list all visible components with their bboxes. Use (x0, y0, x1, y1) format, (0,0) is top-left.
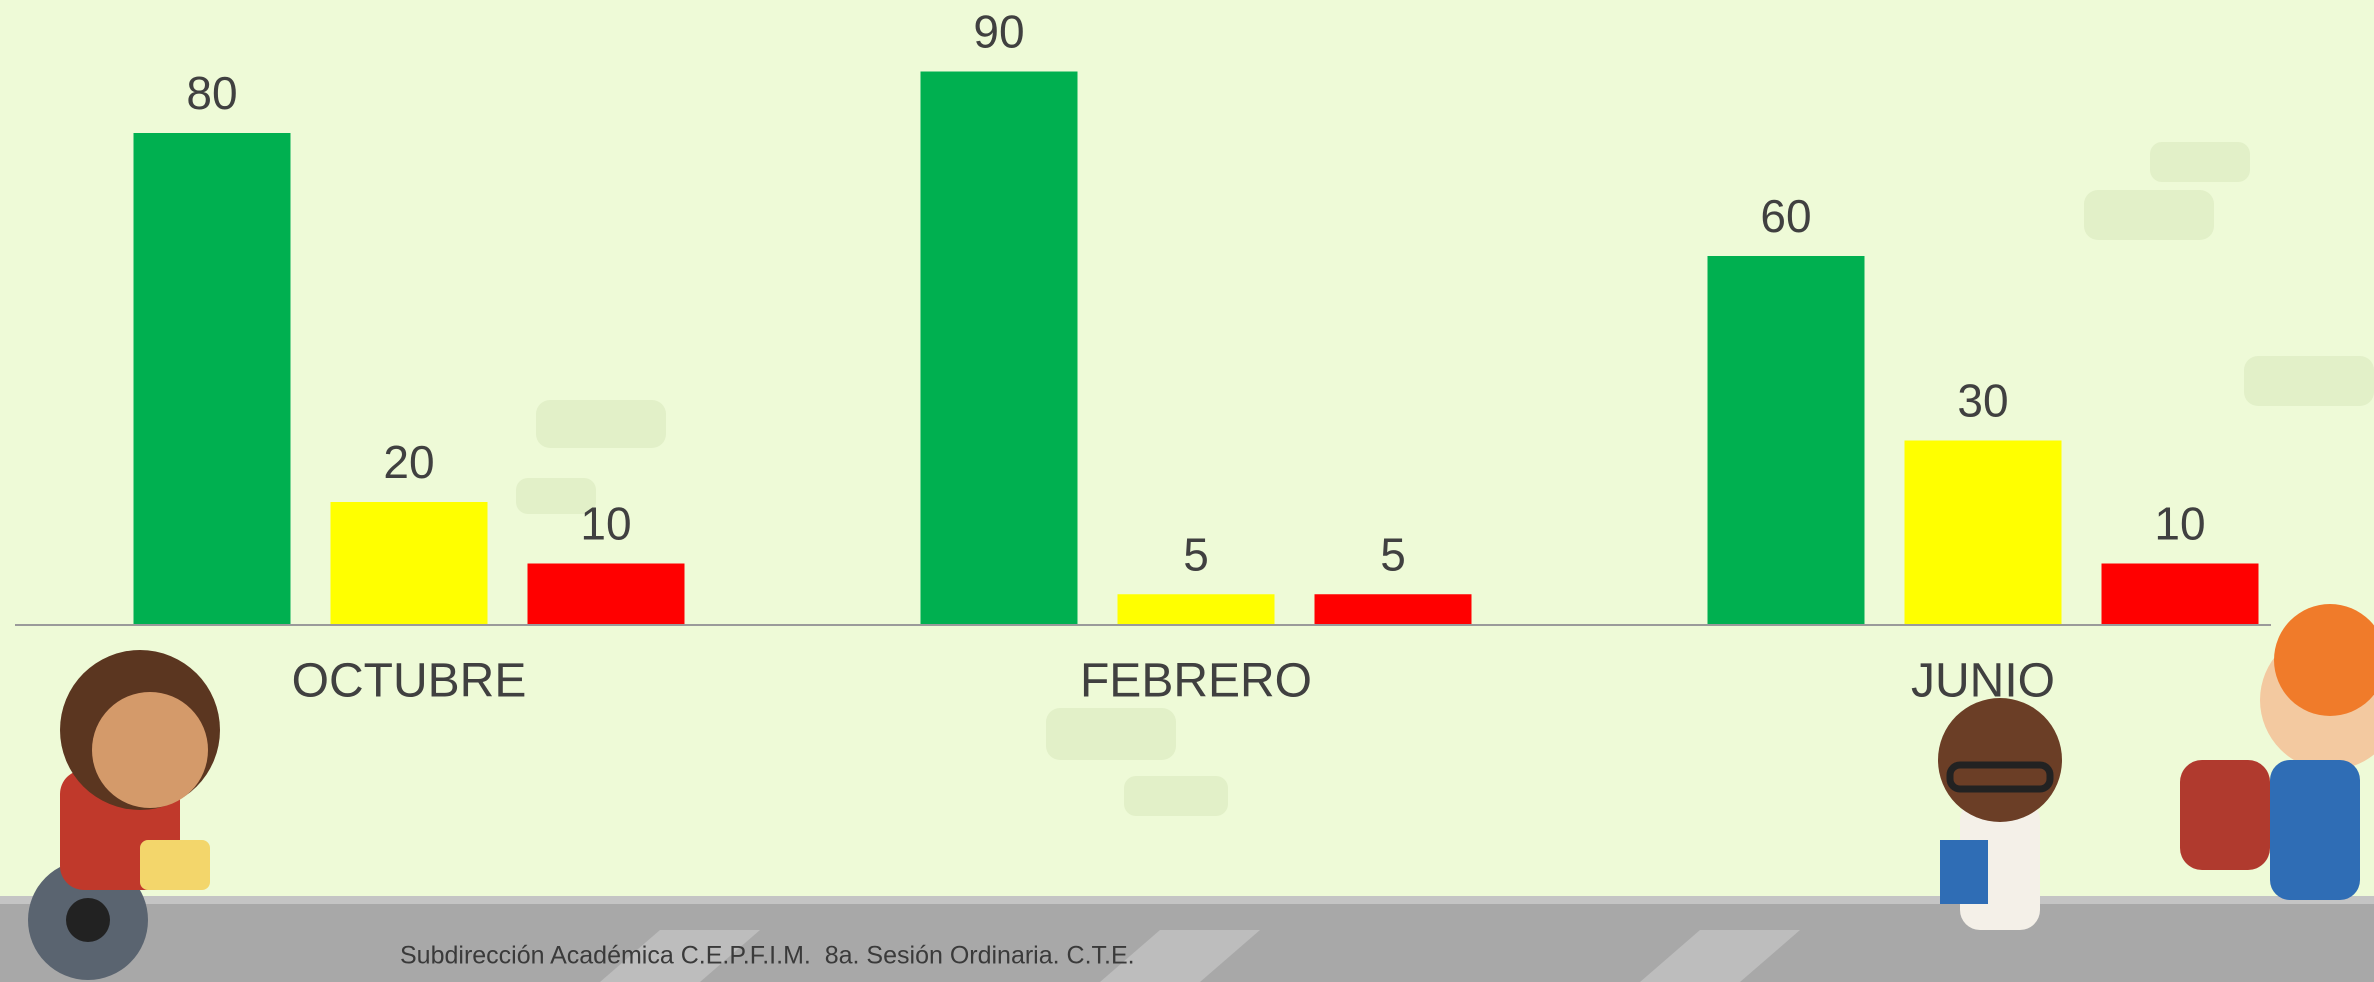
curb (0, 896, 2374, 904)
footer-text: Subdirección Académica C.E.P.F.I.M. 8a. … (400, 942, 1135, 970)
value-label: 10 (580, 498, 631, 550)
bar (920, 71, 1078, 625)
bar (1707, 256, 1865, 625)
character-middle (1938, 698, 2062, 930)
bar (1117, 594, 1275, 625)
value-label: 5 (1183, 528, 1209, 580)
bar (1904, 440, 2062, 625)
x-tick-label: OCTUBRE (292, 655, 527, 708)
value-label: 80 (186, 67, 237, 119)
value-label: 90 (973, 6, 1024, 58)
decoration (516, 142, 2374, 816)
character-left (28, 650, 220, 980)
x-tick-label: JUNIO (1911, 655, 2055, 708)
x-tick-label: FEBRERO (1080, 655, 1312, 708)
value-label: 20 (383, 436, 434, 488)
bar (133, 133, 291, 625)
value-label: 10 (2154, 498, 2205, 550)
value-label: 60 (1760, 190, 1811, 242)
road-marks (600, 930, 1800, 982)
character-right (2180, 604, 2374, 900)
bar (1314, 594, 1472, 625)
value-label: 30 (1957, 375, 2008, 427)
bar (527, 563, 685, 625)
value-label: 5 (1380, 528, 1406, 580)
bar (2101, 563, 2259, 625)
bar (330, 502, 488, 625)
